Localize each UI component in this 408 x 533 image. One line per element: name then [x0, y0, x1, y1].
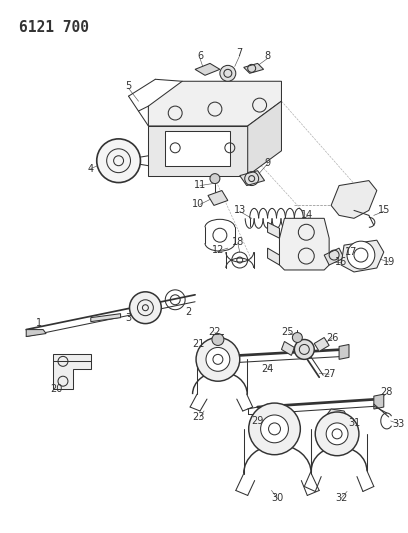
Polygon shape [374, 394, 384, 409]
Text: 17: 17 [345, 247, 357, 257]
Text: 12: 12 [212, 245, 224, 255]
Polygon shape [91, 314, 121, 321]
Text: 22: 22 [208, 327, 221, 336]
Text: 33: 33 [392, 419, 405, 429]
Circle shape [261, 415, 288, 443]
Circle shape [295, 340, 314, 359]
Polygon shape [324, 248, 344, 265]
Polygon shape [325, 409, 349, 426]
Polygon shape [262, 404, 287, 421]
Text: 29: 29 [251, 416, 264, 426]
Text: 15: 15 [377, 205, 390, 215]
Text: 32: 32 [335, 494, 347, 503]
Polygon shape [149, 81, 282, 126]
Polygon shape [331, 181, 377, 219]
Circle shape [220, 66, 236, 81]
Text: 20: 20 [50, 384, 62, 394]
Text: 25: 25 [281, 327, 294, 336]
Polygon shape [53, 354, 91, 389]
Polygon shape [244, 63, 264, 74]
Text: 16: 16 [335, 257, 347, 267]
Text: 8: 8 [264, 52, 271, 61]
Polygon shape [268, 222, 279, 238]
Text: 2: 2 [185, 306, 191, 317]
Circle shape [196, 337, 240, 381]
Polygon shape [195, 63, 220, 75]
Polygon shape [26, 329, 46, 336]
Text: 28: 28 [381, 387, 393, 397]
Polygon shape [282, 342, 295, 356]
Text: 31: 31 [348, 418, 360, 428]
Text: 1: 1 [36, 318, 42, 328]
Text: 4: 4 [88, 164, 94, 174]
Circle shape [293, 333, 302, 343]
Text: 27: 27 [323, 369, 335, 379]
Text: 6: 6 [197, 52, 203, 61]
Polygon shape [341, 240, 384, 272]
Circle shape [347, 241, 375, 269]
Text: 10: 10 [192, 199, 204, 209]
Text: 11: 11 [194, 180, 206, 190]
Polygon shape [339, 344, 349, 359]
Polygon shape [314, 337, 329, 351]
Polygon shape [240, 171, 264, 185]
Text: 14: 14 [301, 211, 313, 220]
Circle shape [129, 292, 161, 324]
Polygon shape [248, 101, 282, 175]
Text: 21: 21 [192, 340, 204, 350]
Polygon shape [149, 126, 248, 175]
Text: 26: 26 [326, 333, 338, 343]
Text: 7: 7 [237, 49, 243, 59]
Polygon shape [200, 352, 210, 367]
Text: 9: 9 [264, 158, 271, 168]
Circle shape [97, 139, 140, 183]
Circle shape [212, 334, 224, 345]
Text: 30: 30 [271, 494, 284, 503]
Text: 23: 23 [192, 412, 204, 422]
Circle shape [210, 174, 220, 183]
Text: 24: 24 [262, 364, 274, 374]
Text: 5: 5 [125, 81, 132, 91]
Text: 3: 3 [125, 313, 131, 322]
Circle shape [249, 403, 300, 455]
Polygon shape [208, 190, 228, 205]
Polygon shape [165, 131, 230, 166]
Text: 13: 13 [234, 205, 246, 215]
Circle shape [315, 412, 359, 456]
Circle shape [326, 423, 348, 445]
Polygon shape [279, 219, 329, 270]
Text: 19: 19 [383, 257, 395, 267]
Circle shape [206, 348, 230, 372]
Text: 6121 700: 6121 700 [19, 20, 89, 35]
Polygon shape [268, 248, 279, 265]
Text: 18: 18 [232, 237, 244, 247]
